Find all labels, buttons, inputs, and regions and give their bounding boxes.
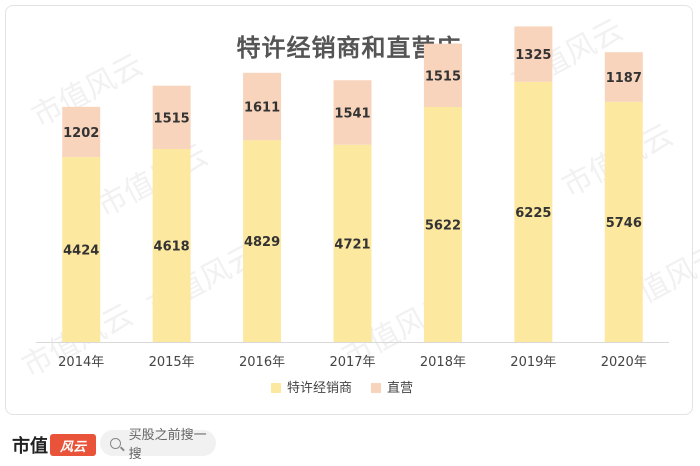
data-label: 1541	[334, 106, 370, 121]
data-label: 4424	[63, 244, 99, 259]
bar-franchise	[243, 140, 282, 342]
bar-direct	[423, 43, 462, 108]
bar-franchise	[152, 148, 191, 342]
data-label: 5622	[425, 219, 461, 234]
bar-franchise	[514, 81, 553, 343]
brand-logo[interactable]: 市值 风云	[12, 432, 96, 458]
data-label: 1515	[425, 69, 461, 84]
x-tick-label: 2020年	[601, 355, 647, 370]
x-tick-label: 2015年	[149, 355, 195, 370]
search-icon	[110, 437, 121, 449]
x-tick-label: 2017年	[329, 355, 375, 370]
data-label: 5746	[606, 216, 642, 231]
legend-swatch	[371, 383, 381, 393]
brand-name: 市值	[12, 436, 48, 457]
x-tick-label: 2018年	[420, 355, 466, 370]
data-label: 4721	[334, 237, 370, 252]
data-label: 6225	[515, 206, 551, 221]
stacked-bar-chart: 4424 1202 2014年 4618 1515 2015年 4829 1611 2016年 4…	[36, 26, 669, 396]
data-label: 4618	[154, 239, 190, 254]
chart-title: 特许经销商和直营店	[236, 34, 462, 62]
legend-swatch	[271, 383, 281, 393]
data-label: 1187	[606, 71, 642, 86]
bar-direct	[152, 85, 191, 149]
data-label: 1611	[244, 100, 280, 115]
legend-label: 直营	[387, 381, 413, 396]
legend-label: 特许经销商	[287, 381, 352, 396]
chart-card: 市值风云 市值风云 市值风云 市值风云 市值风云 市值风云 市值风云 市值风云 …	[5, 5, 700, 415]
bar-franchise	[62, 157, 101, 342]
bar-franchise	[604, 101, 643, 342]
bar-direct	[514, 26, 553, 82]
data-label: 4829	[244, 235, 280, 250]
bar-direct	[62, 106, 101, 158]
search-button[interactable]: 买股之前搜一搜	[100, 428, 216, 462]
bar-direct	[333, 80, 372, 145]
bar-franchise	[423, 107, 462, 342]
search-text: 买股之前搜一搜	[128, 428, 207, 462]
x-tick-label: 2014年	[58, 355, 104, 370]
x-tick-label: 2016年	[239, 355, 285, 370]
data-label: 1515	[154, 111, 190, 126]
x-tick-label: 2019年	[510, 355, 556, 370]
data-label: 1325	[515, 48, 551, 63]
data-label: 1202	[63, 126, 99, 141]
bar-franchise	[333, 144, 372, 342]
bar-direct	[243, 72, 282, 141]
bar-direct	[604, 52, 643, 102]
brand-logo-badge: 风云	[50, 434, 96, 456]
footer-bar: 市值 风云 买股之前搜一搜	[0, 420, 700, 466]
